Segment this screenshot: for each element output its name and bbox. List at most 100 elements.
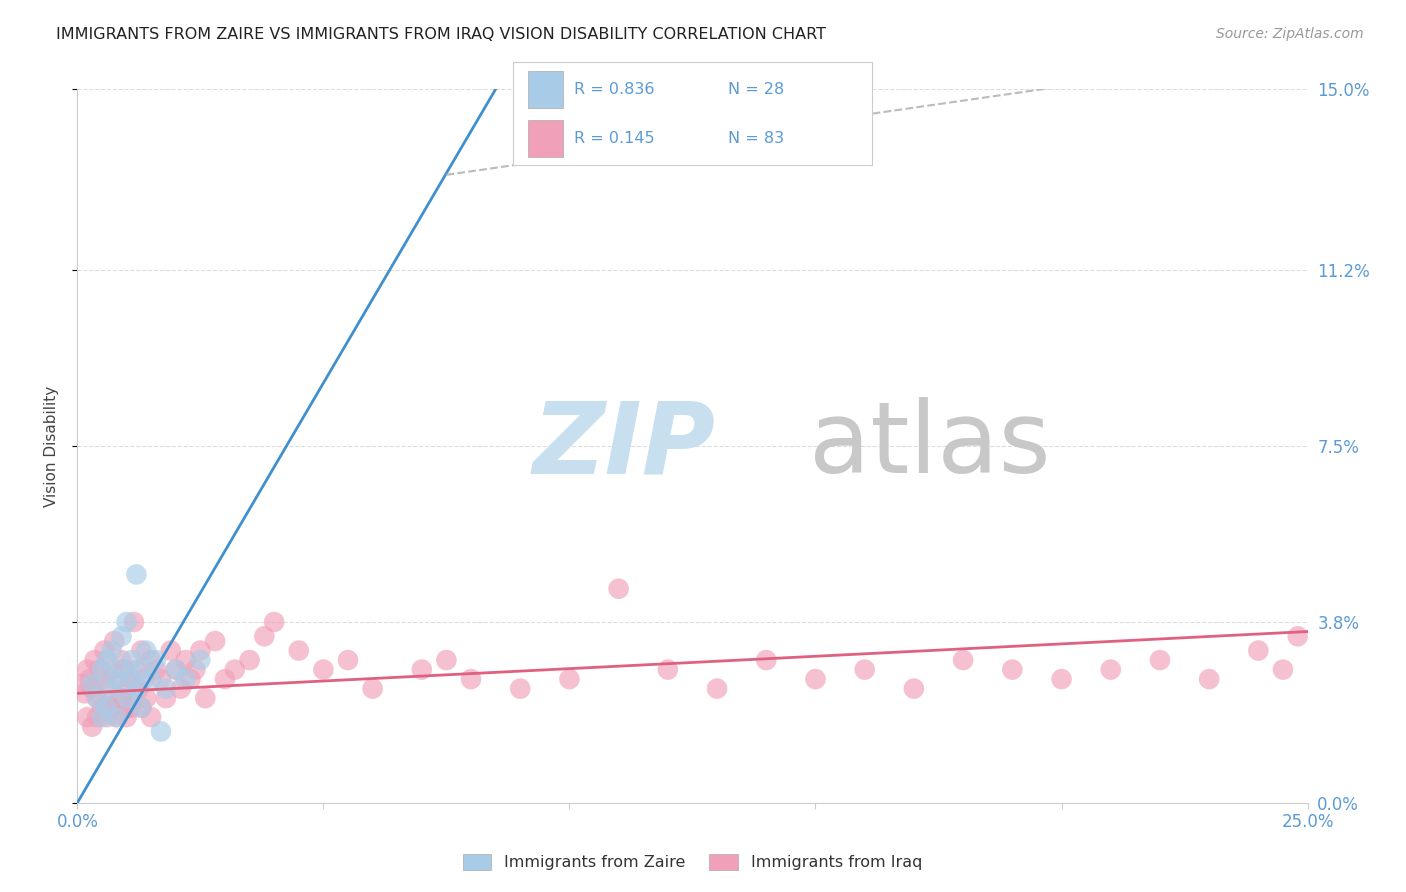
Point [73,686,96,700]
Point [155,681,177,696]
Point [184,663,207,677]
Point [82,677,104,691]
Point [125,663,148,677]
Point [170,681,193,696]
Point [952,653,974,667]
Point [103,634,125,648]
Point [101,663,124,677]
Point [132,672,155,686]
Point [90,710,114,724]
Point [111,629,134,643]
Point [165,663,187,677]
Text: N = 28: N = 28 [728,81,785,96]
Point [86,691,108,706]
Point [1001,663,1024,677]
Text: N = 83: N = 83 [728,131,785,146]
Point [131,700,153,714]
Point [118,700,141,714]
Point [105,710,128,724]
Point [224,663,246,677]
Point [121,700,143,714]
Y-axis label: Vision Disability: Vision Disability [44,385,59,507]
Text: Source: ZipAtlas.com: Source: ZipAtlas.com [1216,27,1364,41]
Point [657,663,679,677]
Point [76,710,98,724]
Point [150,724,173,739]
Point [121,653,143,667]
Point [108,691,131,706]
Point [180,672,202,686]
Point [89,663,111,677]
Point [804,672,827,686]
Point [105,672,128,686]
Text: R = 0.836: R = 0.836 [574,81,655,96]
Point [125,681,148,696]
Point [115,710,138,724]
Point [115,691,138,706]
Point [607,582,630,596]
Point [96,653,118,667]
Point [141,672,163,686]
Point [86,691,108,706]
Point [86,710,108,724]
Point [131,663,153,677]
Point [150,672,173,686]
Point [101,681,124,696]
Point [125,567,148,582]
Point [509,681,531,696]
Legend: Immigrants from Zaire, Immigrants from Iraq: Immigrants from Zaire, Immigrants from I… [456,847,929,877]
Point [122,615,145,629]
Point [853,663,876,677]
Point [82,720,104,734]
Point [96,710,118,724]
Point [90,672,114,686]
Point [96,681,118,696]
Point [105,672,128,686]
Point [174,653,197,667]
Point [93,643,115,657]
Point [145,653,167,667]
Point [79,672,101,686]
Point [903,681,925,696]
Point [111,663,134,677]
Point [90,700,114,714]
Point [70,677,93,691]
Point [90,663,114,677]
Point [706,681,728,696]
FancyBboxPatch shape [527,120,564,157]
Point [128,681,150,696]
FancyBboxPatch shape [527,70,564,108]
Text: IMMIGRANTS FROM ZAIRE VS IMMIGRANTS FROM IRAQ VISION DISABILITY CORRELATION CHAR: IMMIGRANTS FROM ZAIRE VS IMMIGRANTS FROM… [56,27,827,42]
Point [337,653,360,667]
Point [1286,629,1309,643]
Point [111,653,134,667]
Point [1272,663,1295,677]
Point [135,691,157,706]
Point [190,653,212,667]
Point [121,672,143,686]
Point [436,653,458,667]
Point [121,672,143,686]
Point [361,681,384,696]
Text: ZIP: ZIP [533,398,716,494]
Point [1247,643,1270,657]
Point [96,700,118,714]
Point [131,643,153,657]
Point [190,643,212,657]
Point [558,672,581,686]
Point [135,643,157,657]
Point [82,681,104,696]
Point [141,653,163,667]
Point [253,629,276,643]
Point [312,663,335,677]
Point [755,653,778,667]
Point [194,691,217,706]
Text: atlas: atlas [810,398,1050,494]
Point [165,663,187,677]
Point [98,700,121,714]
Point [1149,653,1171,667]
Point [76,663,98,677]
Point [155,691,177,706]
Point [239,653,262,667]
Point [288,643,311,657]
